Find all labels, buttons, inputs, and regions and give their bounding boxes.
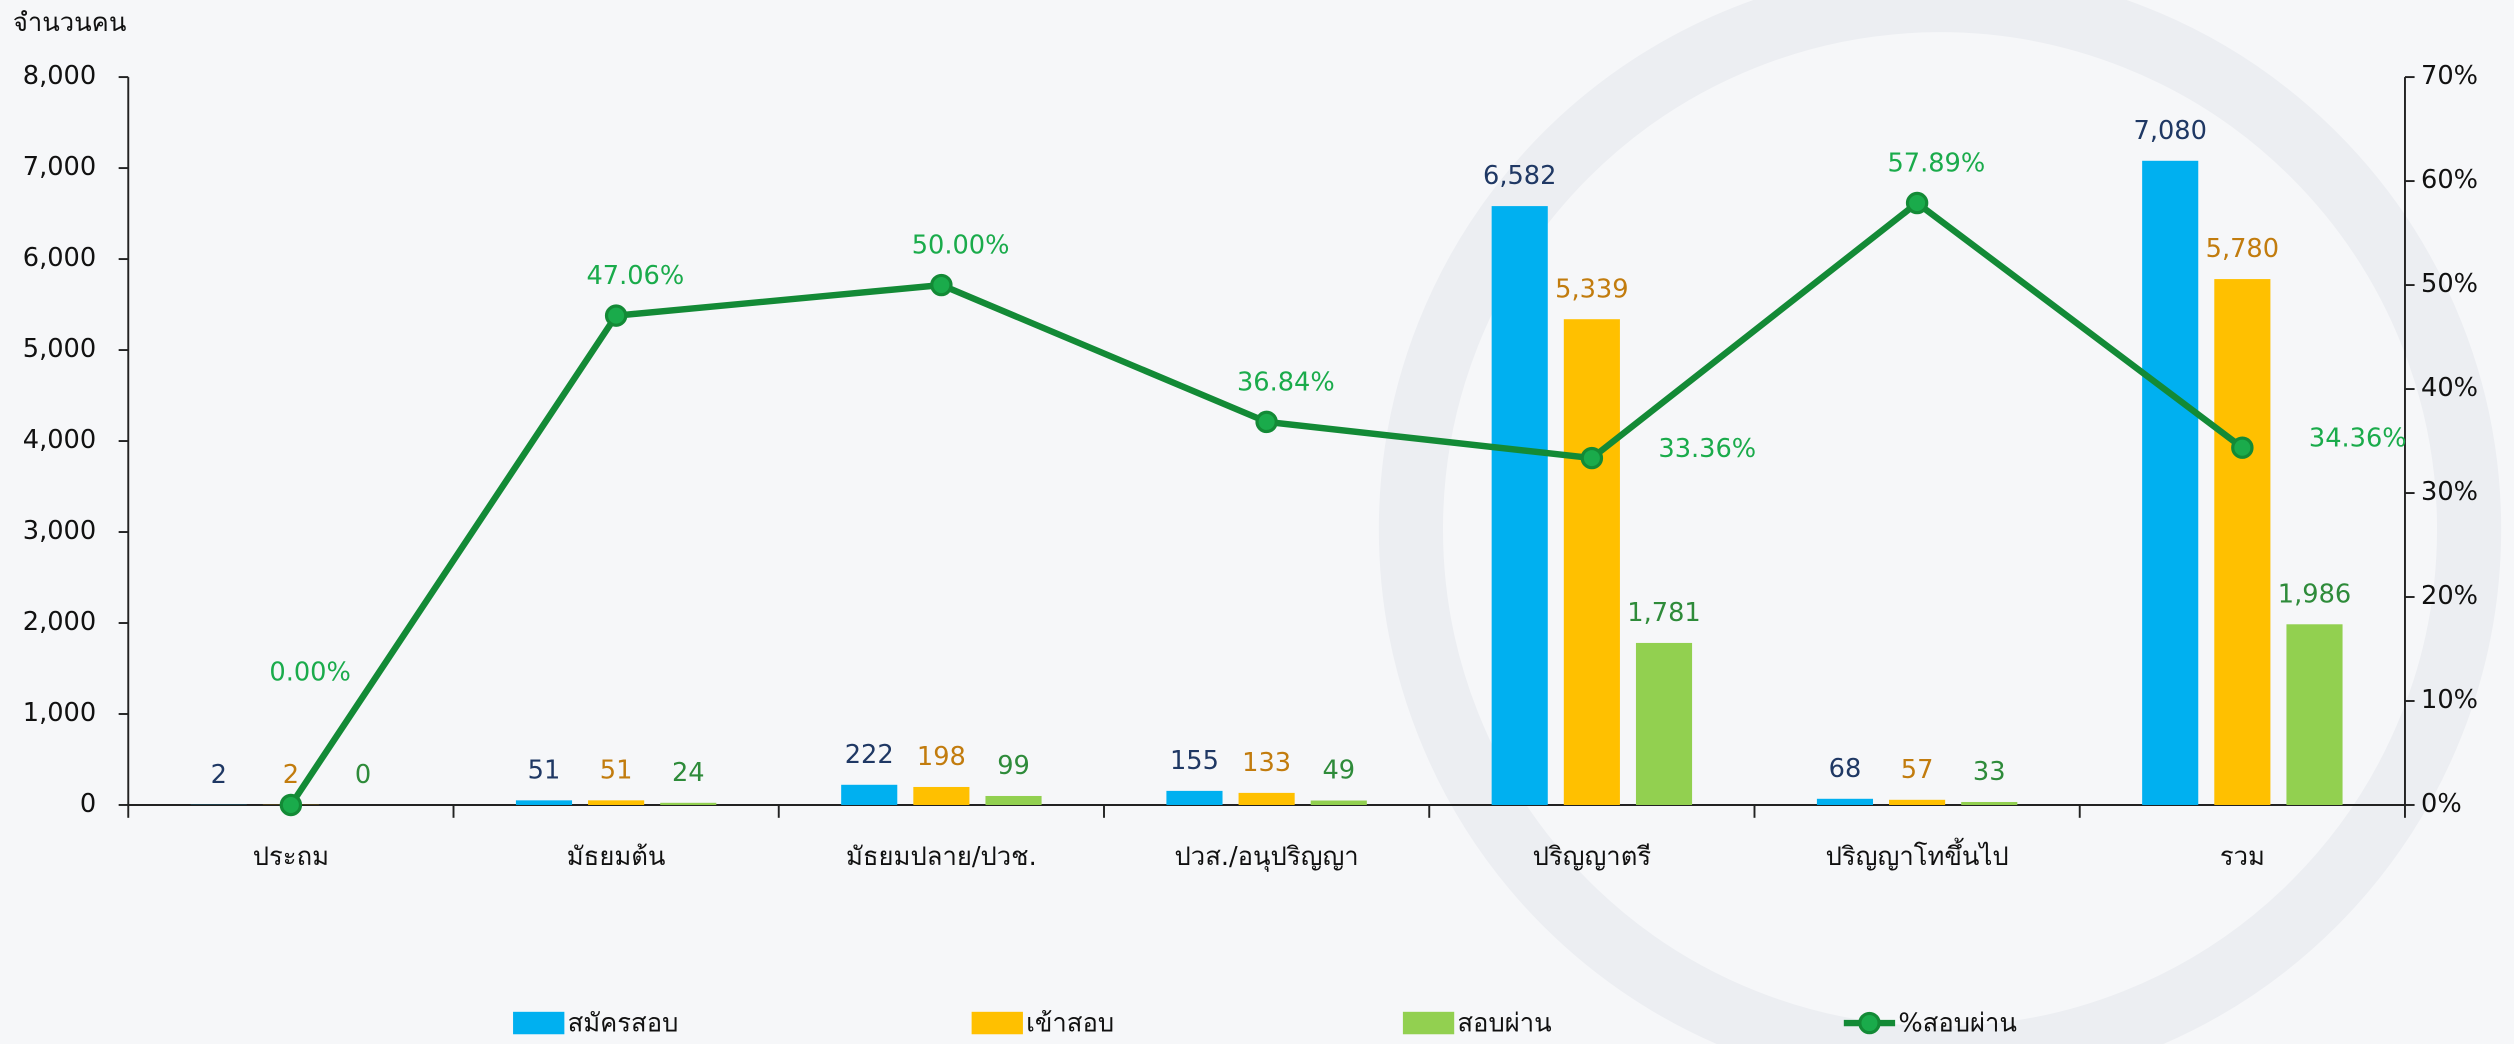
line-value-label: 0.00% [269,658,350,688]
line-marker [279,793,303,817]
bar-value-label: 198 [917,742,966,772]
y-tick-label: 0 [80,789,96,819]
bar [1166,790,1223,805]
legend-swatch [513,1011,565,1035]
bar [1238,792,1295,805]
line-marker [1255,410,1278,434]
bar-value-label: 68 [1829,754,1862,784]
bar [2286,624,2343,805]
x-tick-label: มัธยมต้น [567,842,666,872]
bar-value-label: 57 [1901,755,1934,785]
bar [1310,800,1367,805]
line-value-label: 47.06% [586,261,684,291]
bar-value-label: 51 [528,755,561,785]
y2-tick-label: 10% [2421,685,2478,715]
bar [841,784,898,805]
bar-value-label: 5,339 [1555,274,1628,304]
bar-value-label: 33 [1973,757,2006,787]
bar [515,800,573,805]
y2-tick-label: 30% [2421,477,2478,507]
bar-value-label: 0 [355,760,371,790]
y-tick-label: 5,000 [23,334,96,364]
bar-value-label: 6,582 [1483,161,1556,191]
y-tick-label: 7,000 [23,152,96,182]
bar [1889,799,1946,805]
legend-swatch [1858,1011,1881,1035]
bar [588,800,645,805]
bar-value-label: 99 [997,751,1030,781]
watermark [1379,0,2502,1044]
line-marker [1905,191,1929,215]
bar-value-label: 2 [283,760,299,790]
legend-swatch [1402,1011,1455,1035]
bar-value-label: 1,986 [2278,579,2351,609]
x-tick-label: ปริญญาตรี [1533,842,1652,872]
bar [660,802,717,805]
y-tick-label: 1,000 [23,698,96,728]
y-tick-label: 2,000 [23,607,96,637]
bar-value-label: 24 [672,758,705,788]
bar [2214,279,2271,805]
y2-tick-label: 50% [2421,269,2478,299]
bar-value-label: 7,080 [2134,116,2207,146]
bar [985,795,1042,805]
y-tick-label: 6,000 [23,243,96,273]
y2-tick-label: 40% [2421,373,2478,403]
y2-tick-label: 0% [2421,789,2462,819]
bar [1816,798,1874,805]
bar-value-label: 1,781 [1627,598,1700,628]
bar [1961,801,2018,805]
line-marker [604,304,628,327]
legend-swatch [971,1011,1023,1035]
y2-tick-label: 60% [2421,165,2478,195]
bar-value-label: 133 [1242,748,1291,778]
legend-label: เข้าสอบ [1026,1009,1114,1039]
y2-tick-label: 20% [2421,581,2478,611]
line-marker [930,273,953,297]
legend-label: สอบผ่าน [1457,1009,1551,1039]
bar [1563,319,1620,805]
legend-label: สมัครสอบ [568,1009,679,1039]
legend-label: %สอบผ่าน [1898,1009,2017,1039]
bar-value-label: 2 [211,760,227,790]
bar-value-label: 155 [1170,746,1219,776]
bar [913,786,970,805]
bar [1491,206,1548,805]
line-value-label: 50.00% [912,231,1010,261]
line-marker [1580,446,1604,470]
y-tick-label: 3,000 [23,516,96,546]
x-tick-label: ปริญญาโทขึ้นไป [1826,838,2009,872]
line-value-label: 34.36% [2309,424,2407,454]
bar-value-label: 5,780 [2206,234,2279,264]
y-tick-label: 8,000 [23,61,96,91]
line-value-label: 33.36% [1658,434,1756,464]
x-tick-label: ปวส./อนุปริญญา [1175,842,1359,872]
bar-value-label: 51 [600,755,633,785]
line-value-label: 36.84% [1237,367,1335,397]
bar-value-label: 222 [845,740,894,770]
y2-tick-label: 70% [2421,61,2478,91]
bar-value-label: 49 [1322,756,1355,786]
x-tick-label: ประถม [253,842,329,872]
y-axis-title: จำนวนคน [13,8,127,38]
x-tick-label: รวม [2220,842,2265,872]
bar [2142,160,2199,805]
x-tick-label: มัธยมปลาย/ปวช. [846,842,1037,872]
line-value-label: 57.89% [1887,149,1985,179]
bar [1635,642,1693,805]
y-tick-label: 4,000 [23,425,96,455]
line-marker [2231,436,2254,459]
